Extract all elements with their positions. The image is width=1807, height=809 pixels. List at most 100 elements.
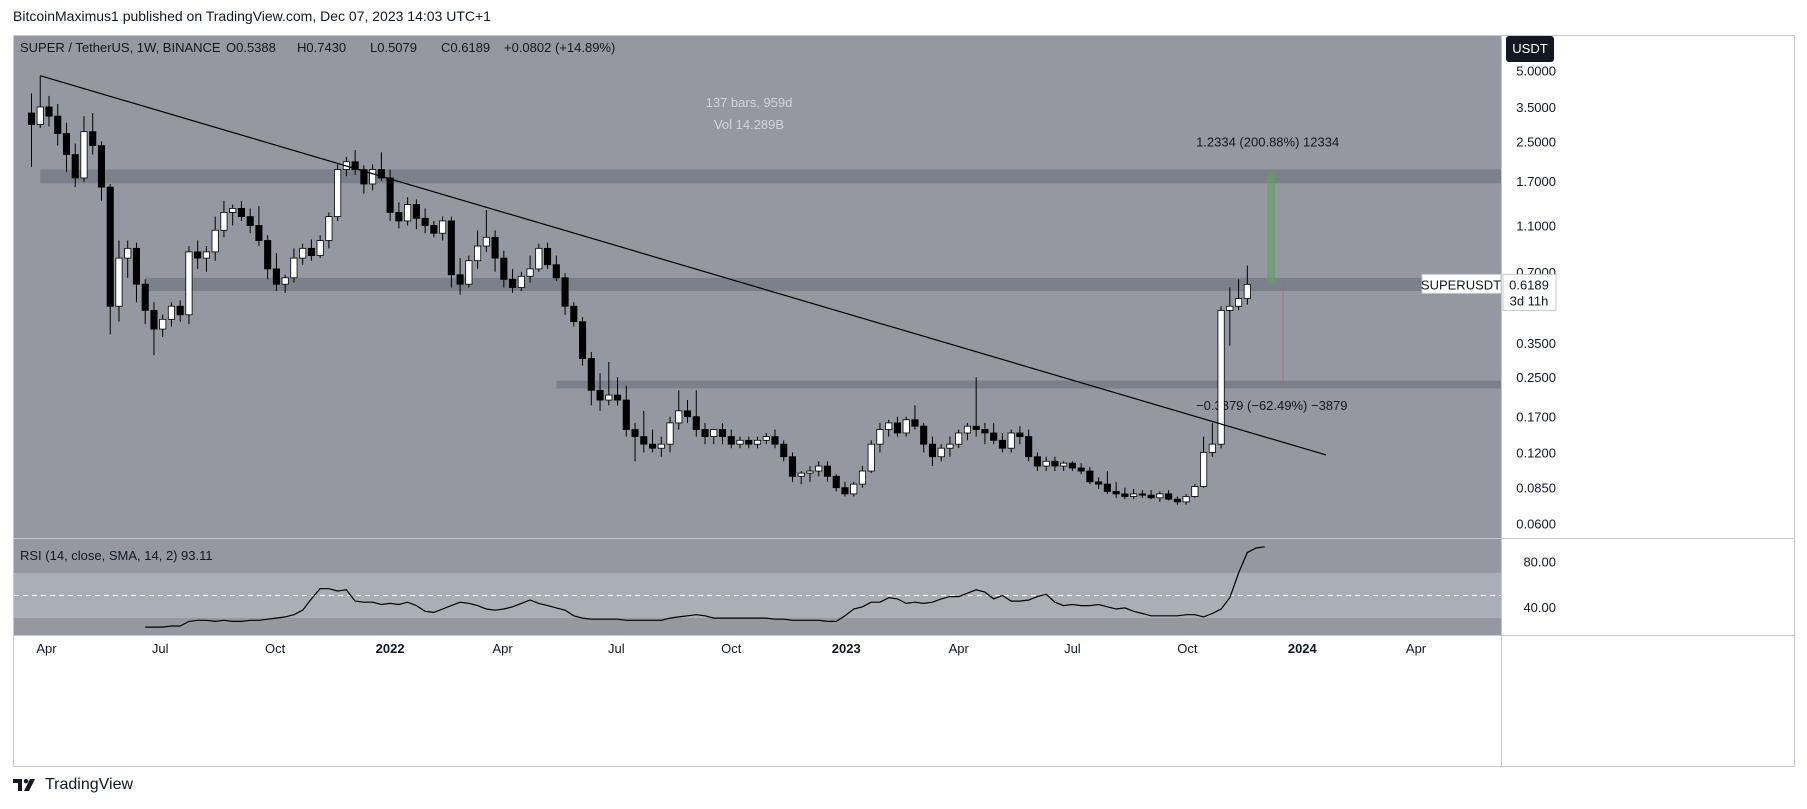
candle-87	[780, 440, 788, 462]
candle-30	[281, 274, 289, 293]
candle-34	[316, 235, 324, 259]
candle-79	[710, 429, 718, 445]
candle-body	[762, 436, 770, 441]
candle-139	[1235, 279, 1243, 311]
candle-89	[797, 471, 805, 485]
candle-body	[1200, 451, 1208, 487]
candle-96	[858, 466, 867, 488]
candle-body	[62, 133, 71, 155]
candle-body	[430, 225, 438, 234]
candle-62	[561, 273, 569, 315]
candle-body	[325, 216, 333, 241]
candle-body	[255, 225, 263, 241]
candle-137	[1217, 306, 1225, 449]
time-tick-label: Jul	[608, 641, 625, 656]
candle-108	[963, 422, 971, 441]
currency-button	[1506, 36, 1554, 62]
candle-31	[290, 248, 298, 283]
candle-body	[753, 439, 762, 445]
candle-body	[1191, 486, 1199, 497]
candle-body	[404, 204, 412, 222]
candle-body	[1033, 456, 1041, 467]
time-tick-label: Apr	[36, 641, 57, 656]
candle-body	[54, 115, 62, 134]
candle-38	[351, 149, 359, 176]
candle-97	[867, 440, 875, 474]
candle-61	[552, 255, 560, 281]
candle-body	[27, 112, 36, 125]
candle-body	[439, 220, 447, 234]
chart-frame: 1.2334 (200.88%) 12334 −0.3879 (−62.49%) …	[13, 35, 1795, 767]
candle-body	[115, 257, 123, 307]
candle-body	[570, 305, 578, 323]
candle-111	[990, 422, 998, 445]
candle-body	[552, 264, 560, 279]
candle-body	[36, 106, 44, 125]
time-tick-label: 2023	[832, 641, 861, 656]
candle-body	[395, 212, 403, 222]
candle-body	[1025, 436, 1033, 458]
candle-body	[544, 247, 552, 266]
price-chart[interactable]: 1.2334 (200.88%) 12334 −0.3879 (−62.49%) …	[14, 36, 1794, 766]
rsi-legend-value: 93.11	[181, 548, 213, 563]
candle-body	[351, 161, 359, 170]
candle-53	[482, 209, 490, 252]
candle-body	[1130, 493, 1138, 497]
candle-121	[1077, 463, 1085, 475]
price-tick-label: 3.5000	[1516, 100, 1556, 115]
candle-body	[963, 425, 971, 434]
candle-body	[456, 274, 464, 285]
candle-2	[36, 75, 44, 129]
candle-body	[124, 247, 132, 259]
candle-94	[841, 481, 849, 497]
candle-body	[867, 443, 875, 472]
candle-body	[1156, 493, 1164, 499]
time-tick-label: 2024	[1288, 641, 1318, 656]
rsi-legend-label: RSI (14, close, SMA, 14, 2)	[20, 548, 178, 563]
candle-115	[1025, 429, 1033, 462]
candle-body	[648, 443, 657, 449]
candle-body	[447, 220, 455, 276]
candle-body	[622, 399, 630, 430]
time-tick-label: Apr	[949, 641, 970, 656]
candle-24	[229, 204, 237, 226]
time-tick-label: Oct	[265, 641, 286, 656]
candle-body	[167, 305, 175, 320]
candle-82	[736, 436, 744, 449]
candle-body	[1217, 310, 1225, 445]
candle-55	[500, 250, 508, 288]
candle-118	[1051, 456, 1059, 472]
price-tick-label: 5.0000	[1516, 63, 1556, 78]
candle-69	[622, 385, 630, 437]
tradingview-logo-icon[interactable]	[13, 778, 39, 792]
candle-54	[491, 230, 499, 272]
candle-body	[386, 177, 394, 213]
price-tick-label: 0.0600	[1516, 516, 1556, 531]
candle-body	[141, 283, 149, 311]
candle-body	[176, 305, 184, 316]
candle-body	[841, 487, 849, 495]
candle-7	[80, 116, 88, 183]
candle-body	[202, 251, 210, 259]
candle-98	[876, 422, 884, 453]
candle-body	[998, 439, 1006, 449]
candle-body	[946, 443, 954, 449]
candle-56	[509, 268, 517, 293]
candle-body	[911, 419, 919, 427]
candle-body	[229, 207, 237, 213]
candle-90	[806, 466, 814, 482]
candle-59	[535, 243, 543, 272]
candle-48	[439, 216, 447, 241]
measure-bars-label: 137 bars, 959d	[706, 95, 793, 110]
candle-body	[1147, 494, 1155, 499]
candle-128	[1138, 490, 1146, 498]
candle-76	[683, 400, 692, 423]
candle-body	[500, 257, 508, 280]
price-tick-label: 0.1200	[1516, 445, 1556, 460]
candle-138	[1226, 287, 1234, 346]
candle-body	[1095, 481, 1103, 485]
candle-65	[587, 351, 595, 406]
candle-5	[62, 122, 71, 173]
footer-brand[interactable]: TradingView	[45, 776, 134, 793]
candle-body	[745, 439, 753, 445]
